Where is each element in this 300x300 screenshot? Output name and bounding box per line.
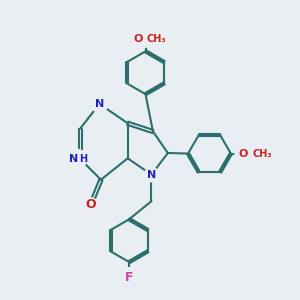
Text: N: N — [69, 154, 79, 164]
Circle shape — [137, 31, 154, 47]
Circle shape — [83, 198, 98, 212]
Text: F: F — [125, 271, 134, 284]
Text: O: O — [238, 148, 248, 159]
Text: H: H — [79, 154, 87, 164]
Circle shape — [235, 145, 252, 162]
Text: N: N — [95, 99, 104, 109]
Circle shape — [144, 167, 159, 182]
Circle shape — [122, 268, 136, 282]
Text: CH₃: CH₃ — [253, 148, 272, 159]
Circle shape — [68, 149, 87, 168]
Circle shape — [91, 96, 108, 112]
Text: O: O — [133, 34, 142, 44]
Text: N: N — [147, 170, 156, 180]
Text: CH₃: CH₃ — [146, 34, 166, 44]
Text: O: O — [85, 199, 96, 212]
